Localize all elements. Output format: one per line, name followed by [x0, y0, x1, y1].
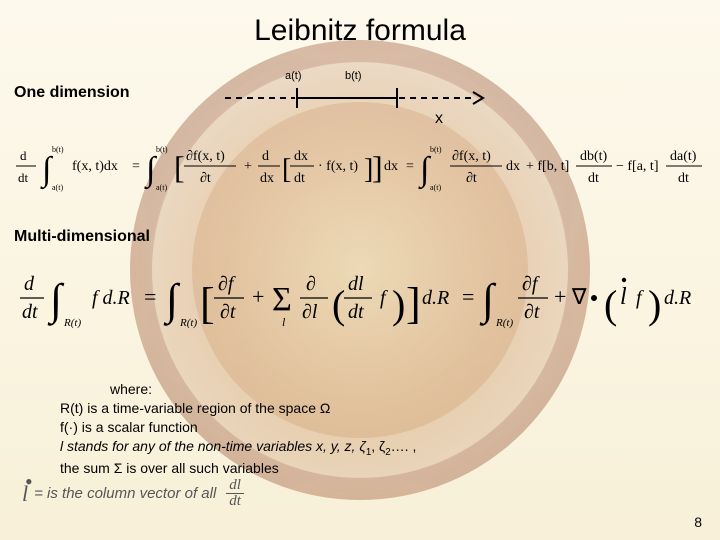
one-dimension-formula: d dt ∫ b(t) a(t) f(x, t)dx = ∫ b(t) a(t)… [14, 140, 706, 203]
svg-text:dt: dt [294, 171, 305, 186]
where-heading: where: [110, 380, 690, 399]
svg-text:dl: dl [348, 273, 364, 295]
a-of-t-label: a(t) [285, 70, 302, 82]
svg-text:l: l [620, 284, 627, 310]
svg-text:dt: dt [348, 301, 364, 323]
b-of-t-label: b(t) [345, 70, 362, 82]
svg-text:d.R: d.R [664, 287, 691, 309]
svg-text:∫: ∫ [163, 275, 181, 326]
svg-text:da(t): da(t) [670, 149, 697, 164]
page-number: 8 [694, 514, 702, 530]
l-dot-vector-line: •l = is the column vector of all dl dt [22, 478, 244, 509]
where-block: where: R(t) is a time-variable region of… [60, 380, 690, 478]
svg-text:a(t): a(t) [430, 183, 441, 192]
where-line-3: l stands for any of the non-time variabl… [60, 437, 690, 459]
multi-dimensional-formula: d dt ∫ R(t) f d.R = ∫ R(t) [ ∂f ∂t + Σ l… [14, 260, 706, 345]
svg-text:]: ] [406, 279, 421, 328]
one-dimension-heading: One dimension [14, 84, 130, 102]
svg-text:): ) [648, 282, 661, 327]
svg-text:dx: dx [506, 159, 520, 174]
svg-text:dx: dx [294, 149, 308, 164]
svg-text:d: d [20, 148, 27, 163]
frac-bot: dt [226, 494, 244, 509]
svg-text:∫: ∫ [47, 275, 65, 326]
svg-text:+ ∇: + ∇ [554, 284, 587, 309]
svg-text:dx: dx [260, 171, 274, 186]
axis-diagram: a(t) b(t) x [225, 70, 545, 130]
svg-text:dt: dt [588, 171, 599, 186]
svg-text:=: = [406, 159, 414, 174]
svg-text:dx: dx [384, 159, 398, 174]
svg-text:∂t: ∂t [220, 301, 236, 323]
svg-text:+: + [244, 159, 252, 174]
frac-top: dl [226, 478, 244, 494]
svg-text:∂: ∂ [306, 273, 316, 295]
svg-text:[: [ [282, 154, 291, 185]
slide-title: Leibnitz formula [0, 0, 720, 48]
x-axis-label: x [435, 110, 443, 128]
svg-text:R(t): R(t) [179, 317, 197, 329]
svg-text:∫: ∫ [479, 275, 497, 326]
svg-text:=: = [462, 284, 474, 309]
svg-text:(: ( [604, 282, 617, 327]
svg-text:∂f(x, t): ∂f(x, t) [452, 149, 491, 164]
svg-text:f: f [636, 287, 644, 309]
svg-text:a(t): a(t) [52, 183, 63, 192]
svg-text:+ f[b, t]: + f[b, t] [526, 159, 569, 174]
svg-text:): ) [392, 282, 405, 327]
svg-text:f d.R: f d.R [92, 287, 130, 309]
svg-text:f(x, t)dx: f(x, t)dx [72, 159, 118, 174]
svg-text:]: ] [372, 149, 383, 185]
svg-text:∂f: ∂f [522, 273, 540, 295]
svg-text:∂l: ∂l [302, 301, 318, 323]
svg-text:∂f: ∂f [218, 273, 236, 295]
svg-text:db(t): db(t) [580, 149, 608, 164]
svg-text:b(t): b(t) [430, 145, 442, 154]
svg-text:d: d [24, 273, 35, 295]
svg-text:dt: dt [18, 170, 29, 185]
svg-text:∂f(x, t): ∂f(x, t) [186, 149, 225, 164]
svg-text:f: f [380, 287, 388, 309]
where-line-4: the sum Σ is over all such variables [60, 459, 690, 478]
svg-text:d.R: d.R [422, 287, 449, 309]
svg-text:· f(x, t): · f(x, t) [318, 159, 358, 174]
svg-text:d: d [262, 149, 269, 164]
multi-dimensional-heading: Multi-dimensional [14, 228, 150, 246]
svg-text:R(t): R(t) [495, 317, 513, 329]
svg-text:R(t): R(t) [63, 317, 81, 329]
svg-text:b(t): b(t) [156, 145, 168, 154]
svg-text:+: + [252, 284, 264, 309]
slide-content: Leibnitz formula One dimension a(t) b(t)… [0, 0, 720, 540]
svg-text:[: [ [200, 279, 215, 328]
svg-text:∂t: ∂t [466, 171, 477, 186]
ldot-text: = is the column vector of all [34, 485, 216, 502]
svg-text:Σ: Σ [272, 281, 292, 318]
svg-text:=: = [144, 284, 156, 309]
svg-text:∂t: ∂t [200, 171, 211, 186]
where-line-1: R(t) is a time-variable region of the sp… [60, 399, 690, 418]
svg-text:∂t: ∂t [524, 301, 540, 323]
svg-text:dt: dt [678, 171, 689, 186]
svg-text:dt: dt [22, 301, 38, 323]
svg-text:=: = [132, 159, 140, 174]
svg-text:b(t): b(t) [52, 145, 64, 154]
where-line-2: f(·) is a scalar function [60, 418, 690, 437]
svg-text:a(t): a(t) [156, 183, 167, 192]
svg-text:(: ( [332, 282, 345, 327]
svg-text:[: [ [174, 149, 185, 185]
svg-text:− f[a, t]: − f[a, t] [616, 159, 659, 174]
